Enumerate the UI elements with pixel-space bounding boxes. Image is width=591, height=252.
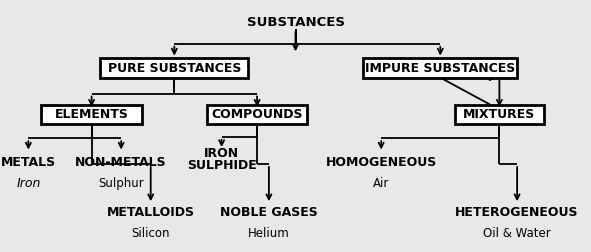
Text: ELEMENTS: ELEMENTS [54,108,129,121]
FancyBboxPatch shape [207,105,307,124]
Text: Sulphur: Sulphur [98,177,144,191]
FancyBboxPatch shape [455,105,544,124]
Text: HETEROGENEOUS: HETEROGENEOUS [456,206,579,219]
Text: NOBLE GASES: NOBLE GASES [220,206,318,219]
Text: PURE SUBSTANCES: PURE SUBSTANCES [108,61,241,75]
Text: SULPHIDE: SULPHIDE [187,159,256,172]
Text: COMPOUNDS: COMPOUNDS [212,108,303,121]
Text: IRON: IRON [204,147,239,160]
Text: METALS: METALS [1,156,56,169]
FancyBboxPatch shape [41,105,142,124]
Text: Air: Air [373,177,389,191]
FancyBboxPatch shape [100,58,248,78]
FancyBboxPatch shape [363,58,517,78]
Text: SUBSTANCES: SUBSTANCES [246,16,345,29]
Text: Iron: Iron [16,177,41,191]
Text: Silicon: Silicon [131,227,170,240]
Text: METALLOIDS: METALLOIDS [107,206,194,219]
Text: NON-METALS: NON-METALS [75,156,167,169]
Text: Oil & Water: Oil & Water [483,227,551,240]
Text: MIXTURES: MIXTURES [463,108,535,121]
Text: IMPURE SUBSTANCES: IMPURE SUBSTANCES [365,61,515,75]
Text: Helium: Helium [248,227,290,240]
Text: HOMOGENEOUS: HOMOGENEOUS [326,156,437,169]
